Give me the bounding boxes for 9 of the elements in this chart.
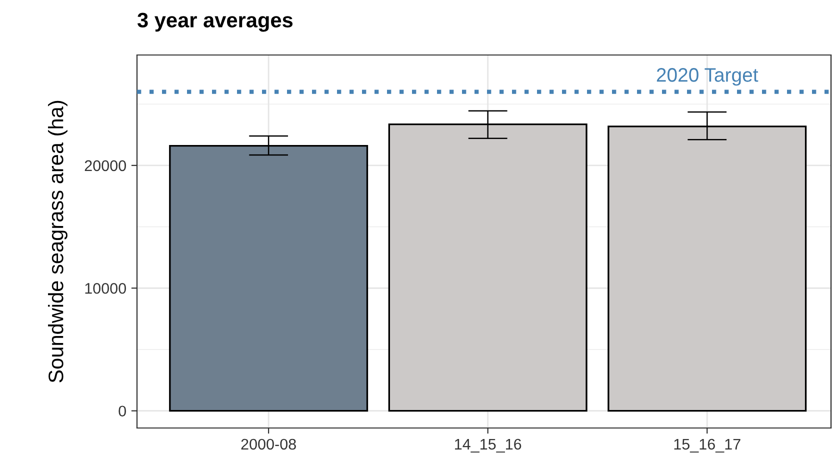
y-axis-title: Soundwide seagrass area (ha) <box>48 100 68 382</box>
ref-line-label: 2020 Target <box>656 68 758 86</box>
x-tick-label: 15_16_17 <box>674 438 740 453</box>
y-tick-label: 20000 <box>84 160 126 172</box>
x-tick-label: 14_15_16 <box>455 438 522 453</box>
y-tick-label: 0 <box>118 406 126 417</box>
y-tick-label: 10000 <box>85 282 126 294</box>
chart-title: 3 year averages <box>137 12 293 32</box>
x-tick-label: 2000-08 <box>241 438 296 450</box>
